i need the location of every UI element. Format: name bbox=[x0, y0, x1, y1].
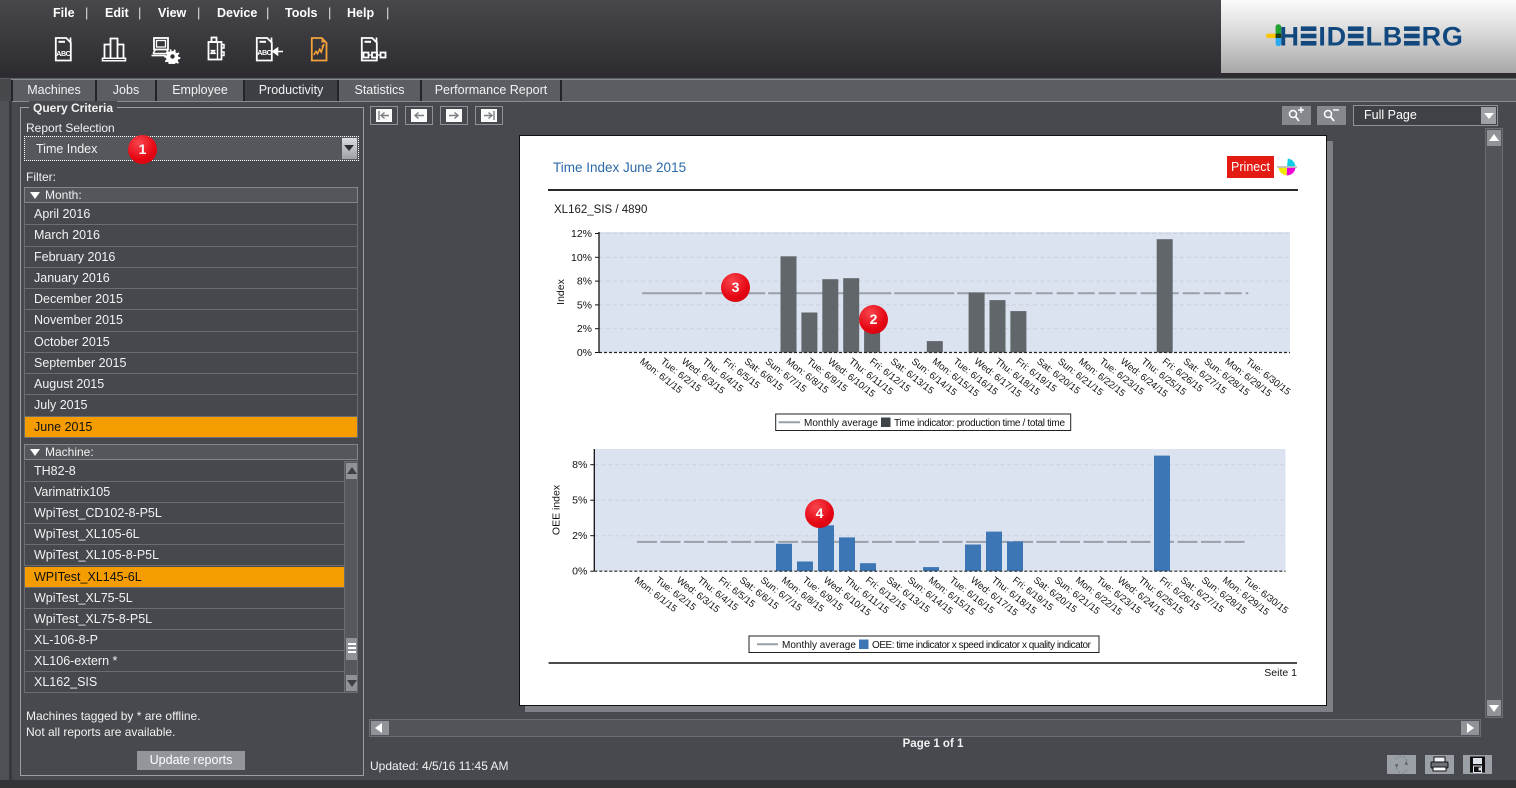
svg-text:0%: 0% bbox=[572, 566, 587, 578]
svg-text:H: H bbox=[1280, 22, 1300, 52]
svg-text:G: G bbox=[1442, 22, 1463, 52]
svg-text:ABC: ABC bbox=[56, 49, 70, 58]
svg-text:D: D bbox=[1327, 22, 1347, 52]
svg-text:12%: 12% bbox=[571, 228, 592, 240]
svg-text:I: I bbox=[1318, 22, 1326, 52]
svg-text:Index: Index bbox=[555, 278, 567, 304]
svg-text:L: L bbox=[1366, 22, 1383, 52]
svg-text:Seite 1: Seite 1 bbox=[1264, 667, 1297, 679]
svg-text:5%: 5% bbox=[572, 495, 587, 507]
svg-text:Monthly average: Monthly average bbox=[804, 418, 878, 429]
svg-text:ABC: ABC bbox=[257, 48, 271, 57]
svg-text:Monthly average: Monthly average bbox=[782, 640, 856, 651]
svg-text:Time indicator: production tim: Time indicator: production time / total … bbox=[894, 418, 1065, 429]
svg-text:R: R bbox=[1422, 22, 1442, 52]
svg-text:5%: 5% bbox=[577, 299, 592, 311]
svg-text:10%: 10% bbox=[571, 252, 592, 264]
svg-text:2%: 2% bbox=[572, 530, 587, 542]
svg-text:B: B bbox=[1383, 22, 1403, 52]
svg-text:OEE: time indicator x speed in: OEE: time indicator x speed indicator x … bbox=[872, 640, 1092, 651]
svg-text:8%: 8% bbox=[572, 459, 587, 471]
svg-text:0%: 0% bbox=[577, 347, 592, 359]
svg-text:2%: 2% bbox=[577, 323, 592, 335]
svg-text:8%: 8% bbox=[577, 276, 592, 288]
svg-text:OEE index: OEE index bbox=[550, 484, 562, 535]
